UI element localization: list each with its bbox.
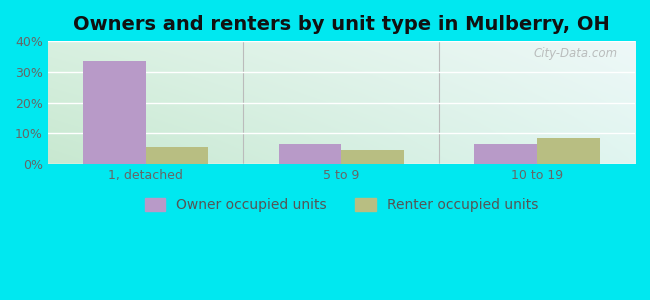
Text: City-Data.com: City-Data.com — [533, 47, 618, 60]
Title: Owners and renters by unit type in Mulberry, OH: Owners and renters by unit type in Mulbe… — [73, 15, 610, 34]
Bar — [83, 61, 146, 164]
Bar — [341, 150, 404, 164]
Bar — [279, 144, 341, 164]
Bar — [537, 138, 600, 164]
Legend: Owner occupied units, Renter occupied units: Owner occupied units, Renter occupied un… — [144, 198, 538, 212]
Bar — [474, 144, 537, 164]
Bar — [146, 147, 208, 164]
